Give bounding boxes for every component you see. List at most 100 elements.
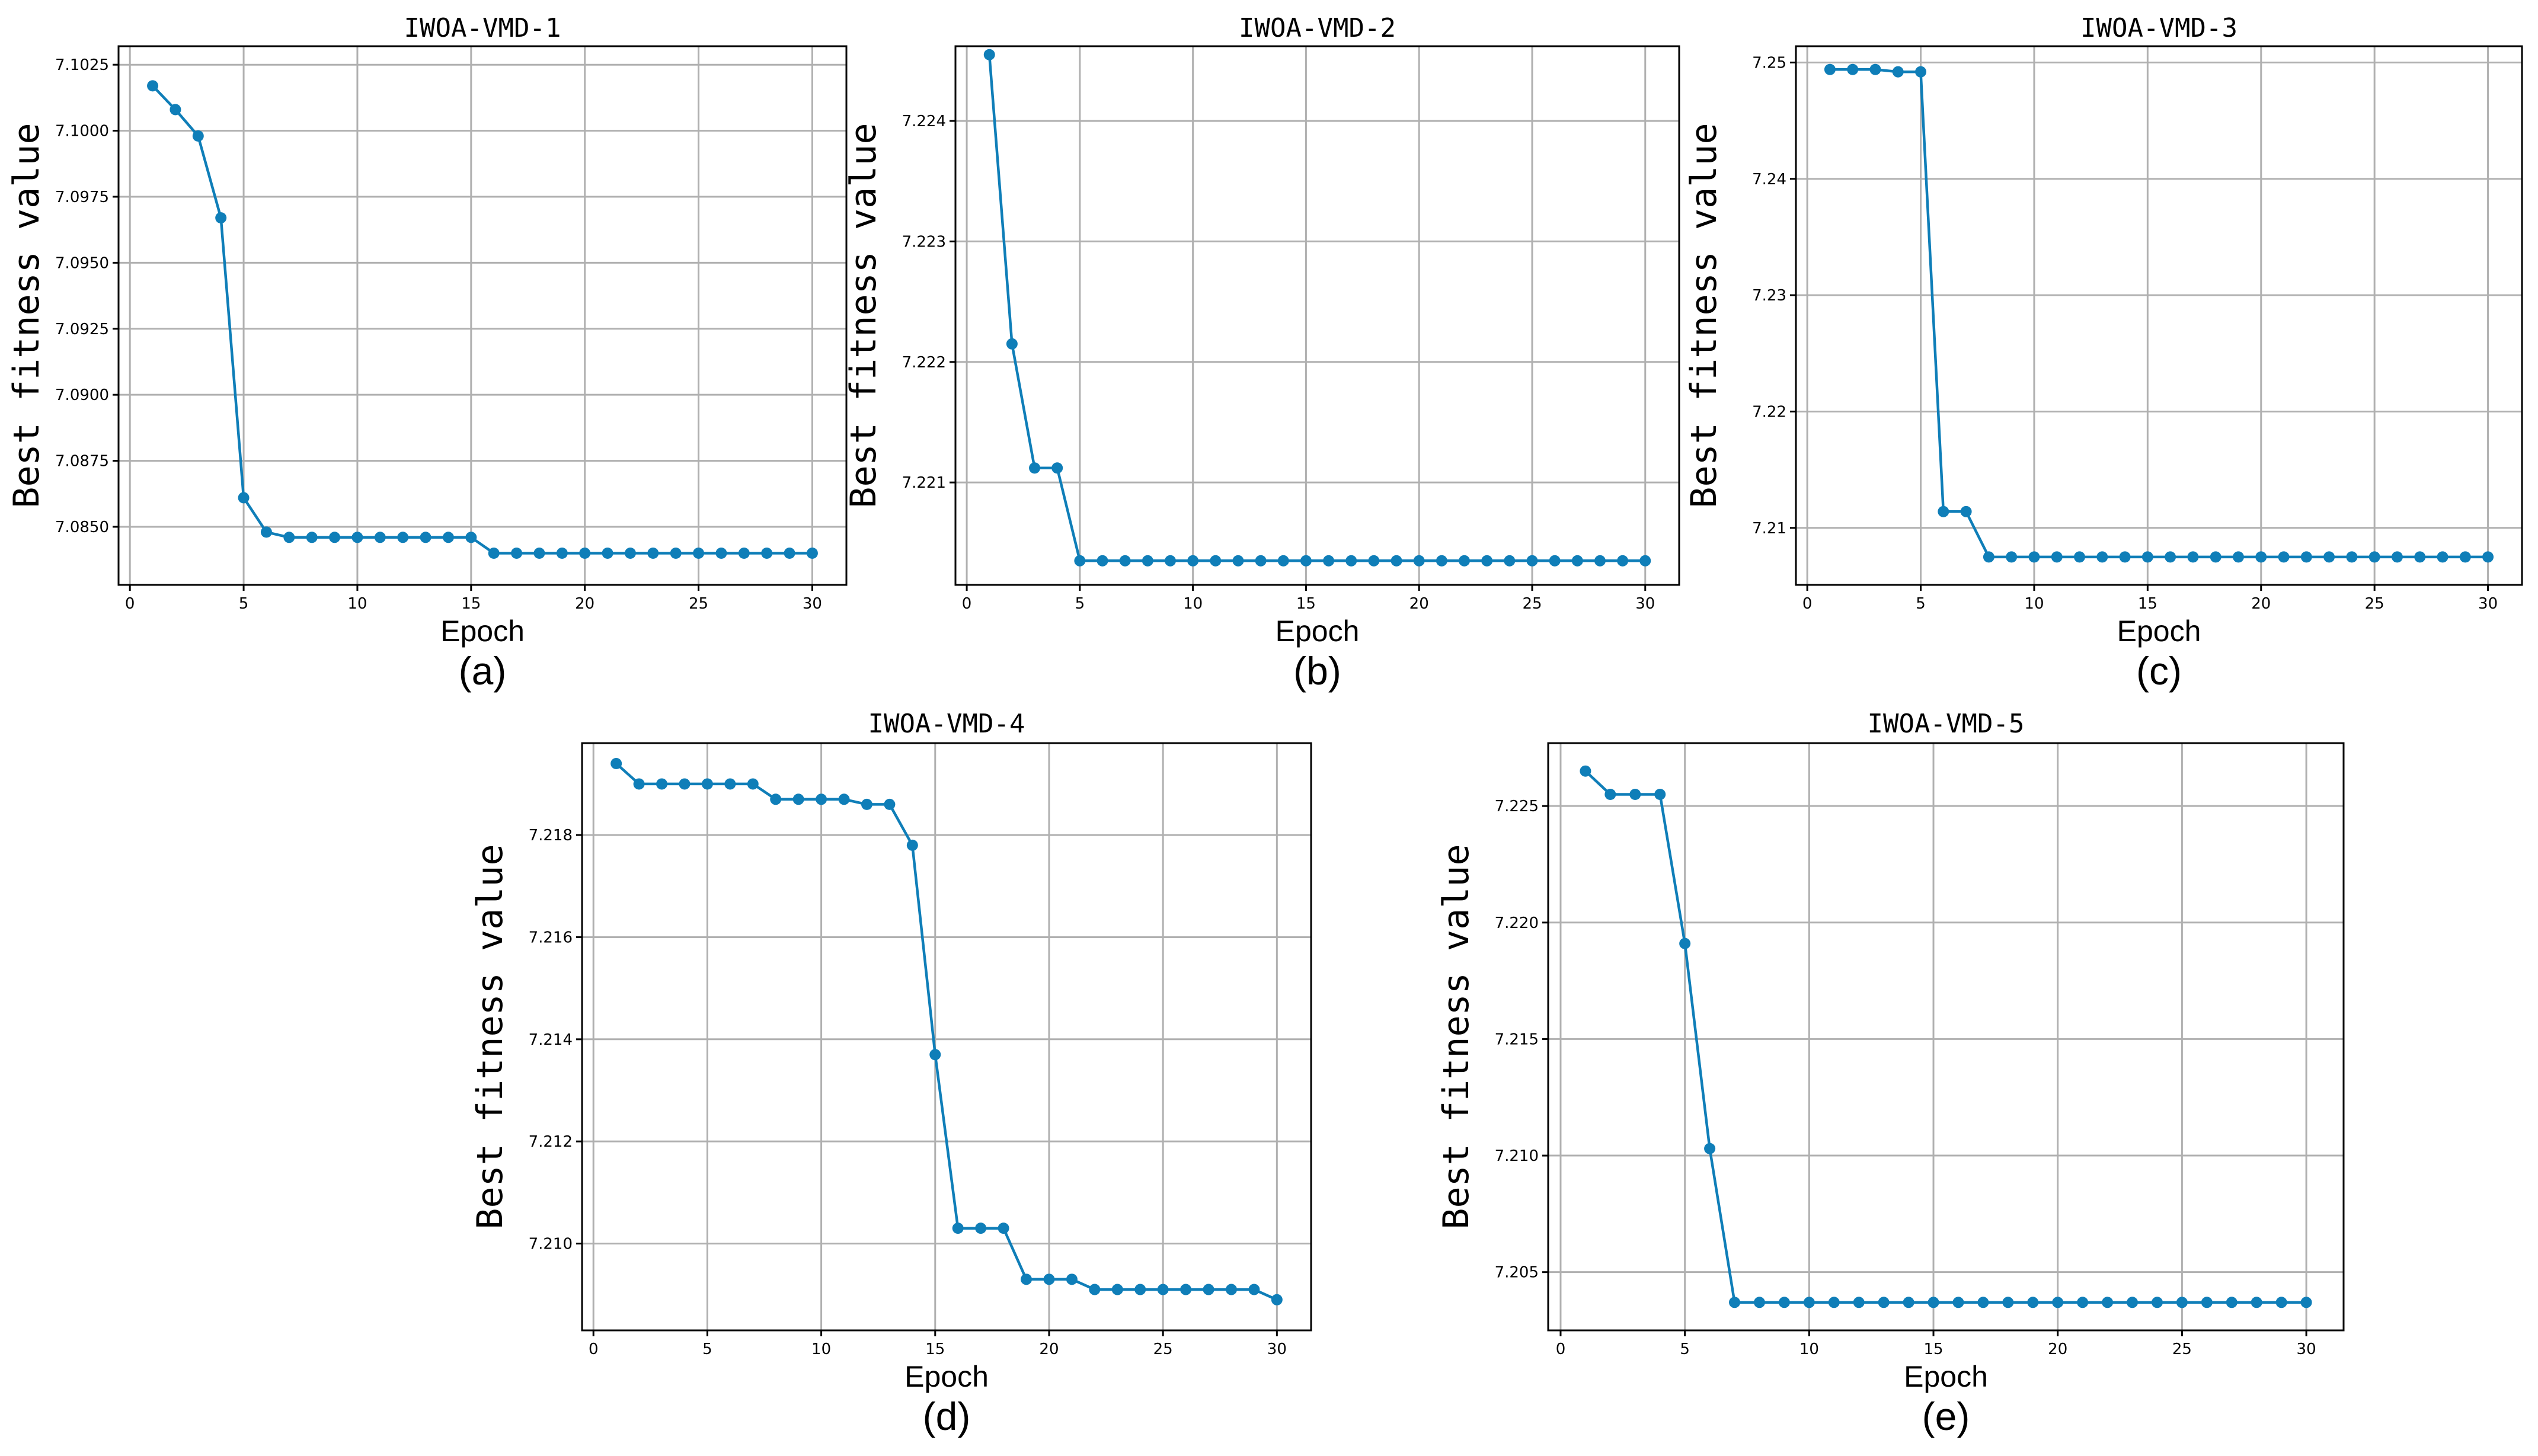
- data-point: [1617, 555, 1629, 567]
- data-point: [2232, 551, 2244, 563]
- y-axis-label: Best fitness value: [1683, 123, 1725, 508]
- chart-panel-4: 0 5 10 15 20 25 30 7.210 7.212 7.214 7.216 7.218 IWO…: [469, 709, 1312, 1438]
- y-tick-label: 7.25: [1752, 54, 1786, 72]
- data-point: [1413, 555, 1425, 567]
- data-point: [238, 492, 250, 504]
- data-point: [1119, 555, 1131, 567]
- data-point: [1368, 555, 1380, 567]
- data-point: [2151, 1297, 2163, 1308]
- data-point: [1878, 1297, 1890, 1308]
- panel-caption: (d): [923, 1394, 971, 1438]
- y-tick-label: 7.224: [902, 113, 946, 130]
- panel-caption: (b): [1293, 649, 1341, 693]
- chart-title: IWOA-VMD-4: [868, 709, 1025, 739]
- data-point: [1277, 555, 1289, 567]
- data-point: [1459, 555, 1471, 567]
- data-point: [2077, 1297, 2089, 1308]
- data-point: [1928, 1297, 1939, 1308]
- data-point: [1639, 555, 1651, 567]
- data-point: [1255, 555, 1267, 567]
- data-point: [1977, 1297, 1989, 1308]
- data-point: [861, 798, 872, 810]
- x-tick-label: 25: [689, 595, 708, 613]
- x-tick-label: 0: [125, 595, 135, 613]
- y-tick-label: 7.212: [529, 1133, 573, 1151]
- data-point: [2074, 551, 2086, 563]
- data-point: [2275, 1297, 2287, 1308]
- data-point: [420, 532, 431, 543]
- data-point: [283, 532, 295, 543]
- y-tick-label: 7.225: [1495, 798, 1539, 815]
- panel-caption: (e): [1922, 1394, 1970, 1438]
- data-point: [1323, 555, 1335, 567]
- data-point: [2459, 551, 2471, 563]
- data-point: [610, 757, 622, 769]
- y-tick-label: 7.1025: [55, 56, 109, 74]
- data-point: [2002, 1297, 2014, 1308]
- x-tick-label: 30: [803, 595, 822, 613]
- data-point: [2187, 551, 2199, 563]
- x-tick-label: 25: [1153, 1340, 1173, 1358]
- data-point: [701, 778, 713, 790]
- x-tick-label: 15: [1923, 1340, 1943, 1358]
- data-point: [1345, 555, 1357, 567]
- axes-frame: [117, 45, 848, 586]
- x-tick-label: 5: [1075, 595, 1085, 613]
- data-point: [1134, 1284, 1146, 1295]
- x-axis-label: Epoch: [2117, 615, 2201, 648]
- x-tick-label: 25: [1522, 595, 1542, 613]
- data-point: [1164, 555, 1176, 567]
- data-point: [397, 532, 409, 543]
- data-point: [1847, 63, 1859, 75]
- data-point: [2006, 551, 2018, 563]
- data-point: [679, 778, 691, 790]
- data-point: [2300, 551, 2312, 563]
- data-point: [511, 548, 523, 559]
- data-point: [1391, 555, 1402, 567]
- y-tick-label: 7.210: [529, 1236, 573, 1253]
- data-point: [1029, 462, 1041, 474]
- data-point: [2278, 551, 2290, 563]
- data-point: [2300, 1297, 2312, 1308]
- x-tick-label: 5: [239, 595, 249, 613]
- data-point: [2176, 1297, 2188, 1308]
- data-point: [738, 548, 750, 559]
- y-tick-label: 7.0925: [55, 321, 109, 338]
- series-line: [151, 85, 813, 555]
- y-tick-label: 7.24: [1752, 171, 1786, 188]
- data-point: [260, 526, 272, 538]
- data-point: [1983, 551, 1994, 563]
- y-tick-label: 7.214: [529, 1031, 573, 1049]
- data-point: [2255, 551, 2267, 563]
- data-point: [715, 548, 727, 559]
- data-point: [1111, 1284, 1123, 1295]
- data-point: [2127, 1297, 2139, 1308]
- x-axis-label: Epoch: [1904, 1360, 1988, 1393]
- x-tick-label: 30: [2478, 595, 2498, 613]
- data-point: [747, 778, 759, 790]
- x-tick-label: 25: [2365, 595, 2384, 613]
- data-point: [2141, 551, 2153, 563]
- data-point: [2368, 551, 2380, 563]
- data-point: [2437, 551, 2449, 563]
- data-point: [1549, 555, 1561, 567]
- data-point: [1753, 1297, 1765, 1308]
- data-point: [1481, 555, 1493, 567]
- data-point: [1248, 1284, 1260, 1295]
- data-point: [633, 778, 645, 790]
- data-point: [1232, 555, 1244, 567]
- data-point: [1300, 555, 1312, 567]
- data-point: [1142, 555, 1153, 567]
- x-tick-label: 20: [1039, 1340, 1059, 1358]
- y-tick-label: 7.222: [902, 354, 946, 372]
- data-point: [2096, 551, 2108, 563]
- data-point: [761, 548, 773, 559]
- y-tick-label: 7.1000: [55, 123, 109, 140]
- y-tick-label: 7.220: [1495, 914, 1539, 932]
- axes-frame: [1795, 45, 2523, 586]
- data-point: [1210, 555, 1222, 567]
- data-point: [306, 532, 318, 543]
- data-point: [792, 793, 804, 805]
- x-tick-label: 10: [811, 1340, 831, 1358]
- x-axis-label: Epoch: [1276, 615, 1360, 648]
